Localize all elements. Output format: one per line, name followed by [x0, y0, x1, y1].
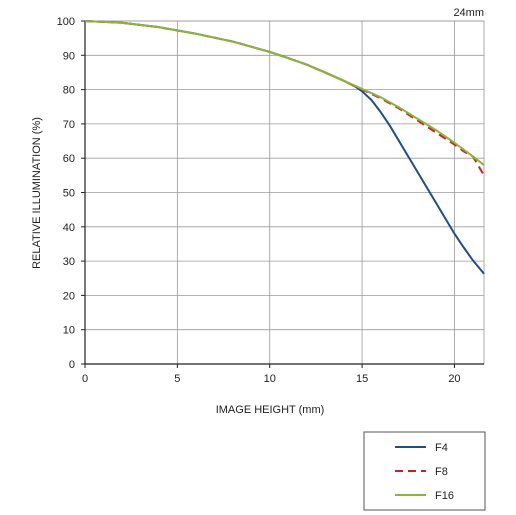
y-tick-label: 10: [63, 325, 75, 337]
x-tick-label: 15: [356, 373, 368, 385]
y-axis-label: RELATIVE ILLUMINATION (%): [31, 117, 43, 269]
y-tick-label: 30: [63, 256, 75, 268]
y-tick-label: 70: [63, 119, 75, 131]
y-tick-label: 60: [63, 153, 75, 165]
x-tick-labels: 0 5 10 15 20: [82, 364, 461, 385]
y-tick-label: 20: [63, 290, 75, 302]
x-tick-label: 5: [174, 373, 180, 385]
chart-title: 24mm: [453, 7, 484, 19]
x-tick-label: 0: [82, 373, 88, 385]
y-tick-label: 0: [69, 359, 75, 371]
x-tick-label: 10: [264, 373, 276, 385]
grid: [84, 20, 484, 365]
legend: F4 F8 F16: [363, 431, 486, 511]
x-tick-label: 20: [448, 373, 460, 385]
x-axis-label: IMAGE HEIGHT (mm): [216, 404, 325, 416]
legend-label-f4: F4: [435, 442, 448, 454]
y-tick-label: 50: [63, 188, 75, 200]
legend-label-f16: F16: [435, 490, 454, 502]
y-tick-label: 40: [63, 222, 75, 234]
series-line-f8: [84, 20, 485, 176]
y-tick-labels: 0 10 20 30 40 50 60 70 80 90 100: [57, 16, 85, 371]
y-tick-label: 90: [63, 50, 75, 62]
series-line-f16: [84, 20, 485, 166]
y-tick-label: 80: [63, 85, 75, 97]
series-line-f4: [84, 20, 485, 275]
legend-label-f8: F8: [435, 466, 448, 478]
y-tick-label: 100: [57, 16, 75, 28]
series-layer: [84, 20, 485, 275]
